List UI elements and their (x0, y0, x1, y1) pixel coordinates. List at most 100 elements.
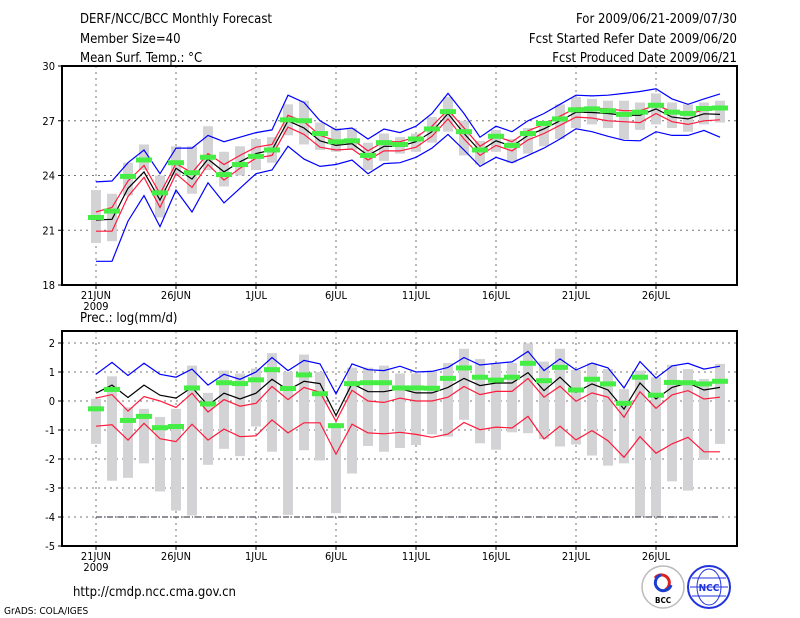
observed-marker (248, 377, 264, 383)
ensemble-range-box (635, 370, 645, 517)
observed-marker (392, 385, 408, 391)
observed-marker (648, 102, 664, 108)
observed-marker (376, 380, 392, 386)
ensemble-range-box (427, 370, 437, 435)
ensemble-range-box (635, 102, 645, 130)
ensemble-range-box (651, 377, 661, 517)
observed-marker (664, 379, 680, 385)
ensemble-range-box (667, 364, 677, 482)
observed-marker (232, 162, 248, 168)
observed-marker (328, 423, 344, 429)
y-tick-label: -5 (45, 540, 55, 553)
ensemble-range-box (235, 373, 245, 457)
x-tick-label: 26JUN (161, 550, 191, 563)
precipitation-chart: -5 -4 -3 -2 -1 0 1 2 21JUN 26JUN 1JUL 6JUL 11JUL 16JU… (45, 330, 738, 574)
forecast-produced-date: Fcst Produced Date 2009/06/21 (552, 51, 737, 66)
ensemble-range-box (571, 369, 581, 445)
observed-marker (232, 381, 248, 387)
observed-marker (376, 140, 392, 146)
x-tick-label: 6JUL (325, 550, 347, 563)
observed-marker (152, 425, 168, 431)
observed-marker (312, 131, 328, 137)
x-tick-label: 26JUL (642, 550, 671, 563)
observed-marker (88, 214, 104, 220)
source-url[interactable]: http://cmdp.ncc.cma.gov.cn (73, 585, 236, 600)
y-tick-label: 24 (42, 170, 55, 183)
observed-marker (696, 381, 712, 387)
x-tick-label: 26JUN (161, 289, 191, 302)
observed-marker (152, 190, 168, 196)
x-tick-label: 6JUL (325, 289, 347, 302)
ensemble-range-box (155, 175, 165, 218)
x-tick-label: 16JUL (482, 550, 511, 563)
observed-marker (168, 160, 184, 166)
bcc-logo: BCC (641, 565, 685, 609)
y-tick-label: -3 (45, 482, 55, 495)
observed-marker (600, 108, 616, 114)
ensemble-range-box (587, 98, 597, 125)
spread-lower-line (95, 415, 720, 459)
ensemble-max-line (95, 88, 721, 183)
figure-title: DERF/NCC/BCC Monthly Forecast (80, 12, 272, 27)
x-tick-label: 1JUL (245, 550, 267, 563)
ensemble-range-box (411, 373, 421, 446)
observed-marker (168, 424, 184, 430)
ensemble-range-box (603, 100, 613, 129)
ensemble-range-box (363, 367, 373, 446)
observed-marker (712, 105, 728, 111)
observed-marker (664, 109, 680, 115)
ensemble-range-box (123, 162, 133, 196)
member-size: Member Size=40 (80, 32, 181, 47)
y-tick-label: 30 (42, 60, 55, 73)
ensemble-range-box (187, 146, 197, 194)
ensemble-range-box (603, 369, 613, 466)
observed-marker (520, 360, 536, 366)
observed-marker (360, 152, 376, 158)
observed-marker (328, 139, 344, 145)
ensemble-range-box (203, 126, 213, 171)
ensemble-range-box (379, 365, 389, 452)
observed-marker (424, 385, 440, 391)
ensemble-range-box (507, 363, 517, 433)
ensemble-range-box (395, 373, 405, 448)
observed-marker (472, 147, 488, 153)
observed-marker (296, 118, 312, 124)
observed-marker (280, 117, 296, 123)
observed-marker (632, 374, 648, 380)
ensemble-range-box (715, 100, 725, 123)
ensemble-range-box (187, 365, 197, 516)
ensemble-range-box (619, 100, 629, 139)
grads-credit: GrADS: COLA/IGES (4, 606, 88, 617)
x-tick-label: 26JUL (642, 289, 671, 302)
observed-marker (632, 109, 648, 115)
observed-marker (536, 120, 552, 126)
x-tick-label: 11JUL (402, 289, 431, 302)
ensemble-range-box (235, 146, 245, 176)
observed-marker (184, 385, 200, 391)
observed-marker (552, 116, 568, 122)
observed-marker (424, 126, 440, 132)
ensemble-range-box (683, 369, 693, 491)
y-tick-label: 27 (42, 115, 55, 128)
ensemble-range-box (555, 348, 565, 447)
observed-marker (584, 106, 600, 112)
observed-marker (344, 381, 360, 387)
ensemble-range-box (555, 104, 565, 139)
observed-marker (392, 141, 408, 147)
observed-marker (408, 385, 424, 391)
observed-marker (136, 413, 152, 419)
x-tick-label: 16JUL (482, 289, 511, 302)
observed-marker (504, 374, 520, 380)
y-tick-label: -2 (45, 453, 55, 466)
top-chart-title: Mean Surf. Temp.: °C (80, 51, 202, 66)
observed-marker (680, 110, 696, 116)
ensemble-range-box (315, 122, 325, 150)
ensemble-range-box (715, 363, 725, 444)
observed-marker (536, 378, 552, 384)
year-label: 2009 (83, 561, 108, 574)
observed-marker (696, 106, 712, 112)
x-tick-label: 21JUL (562, 289, 591, 302)
spread-lower-line (96, 112, 721, 232)
